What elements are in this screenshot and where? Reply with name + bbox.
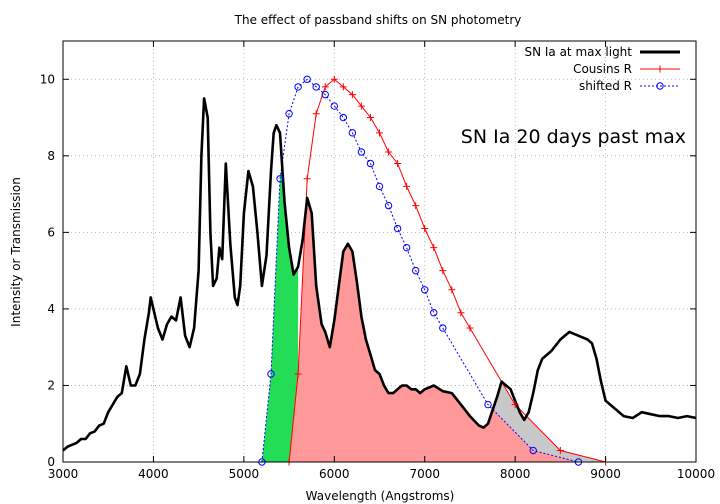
shifted-point [384, 201, 393, 210]
shifted-point [484, 400, 492, 409]
y-tick-label: 4 [47, 302, 55, 316]
x-tick-label: 10000 [677, 467, 715, 481]
shifted-point [439, 324, 447, 332]
shifted-point [285, 110, 293, 118]
cousins-point [312, 110, 320, 118]
series-line-spectrum [62, 97, 697, 452]
legend-label-shifted: shifted R [579, 79, 632, 93]
y-tick-label: 2 [47, 378, 55, 392]
x-tick-label: 8000 [500, 467, 531, 481]
y-tick-label: 10 [40, 72, 55, 86]
shifted-point [421, 286, 429, 294]
x-axis-label: Wavelength (Angstroms) [306, 489, 455, 503]
legend: SN Ia at max light Cousins R shifted R [524, 45, 680, 93]
cousins-point [321, 83, 329, 91]
plot-frame [62, 40, 697, 463]
shifted-point [303, 75, 311, 83]
shifted-point [321, 90, 329, 99]
cousins-point [366, 114, 374, 122]
x-tick-label: 4000 [138, 467, 169, 481]
filled-regions [261, 165, 606, 463]
y-tick-label: 0 [47, 455, 55, 469]
cousins-point [294, 370, 302, 378]
cousins-point [385, 148, 393, 156]
x-tick-label: 9000 [590, 467, 621, 481]
cousins-point [511, 401, 519, 409]
shifted-point [357, 148, 366, 156]
shifted-point [375, 182, 384, 191]
legend-label-spectrum: SN Ia at max light [524, 45, 632, 59]
shifted-point [411, 266, 420, 275]
legend-marker-cousins [656, 65, 664, 73]
shifted-point [430, 309, 438, 317]
shifted-point [294, 83, 302, 91]
cousins-point [357, 102, 365, 110]
cousins-point [448, 286, 456, 294]
cousins-point [303, 175, 311, 183]
annotation-text: SN Ia 20 days past max [461, 126, 686, 148]
shifted-point [402, 243, 411, 252]
shifted-point [312, 83, 320, 91]
shifted-point [348, 129, 357, 137]
cousins-point [466, 324, 474, 332]
cousins-point [430, 244, 438, 252]
chart-title: The effect of passband shifts on SN phot… [234, 13, 522, 27]
cousins-point [421, 225, 429, 233]
shifted-point [529, 446, 537, 455]
cousins-point [339, 83, 347, 91]
y-tick-label: 6 [47, 225, 55, 239]
x-tick-label: 3000 [48, 467, 79, 481]
x-tick-label: 7000 [409, 467, 440, 481]
shifted-point [330, 102, 338, 110]
y-tick-label: 8 [47, 149, 55, 163]
cousins-point [457, 309, 465, 317]
shifted-point [393, 224, 402, 233]
lost-flux-area [469, 381, 606, 462]
x-tick-label: 5000 [229, 467, 260, 481]
legend-cross-glyph [656, 65, 664, 73]
shifted-point [276, 175, 284, 183]
shifted-point [339, 113, 348, 122]
shifted-point [366, 159, 375, 168]
cousins-point [556, 447, 564, 455]
cousins-point [330, 75, 338, 83]
cousins-band-area [289, 197, 606, 462]
cousins-point [403, 182, 411, 190]
cousins-point [348, 91, 356, 99]
legend-marker-shifted [656, 82, 664, 90]
axis-ticks: 3000 4000 5000 6000 7000 8000 9000 10000 0 2 4 6 8 10 [40, 41, 715, 481]
x-tick-label: 6000 [319, 467, 350, 481]
cousins-point [439, 267, 447, 275]
gained-flux-area [261, 165, 299, 463]
cousins-point [412, 202, 420, 210]
cousins-point [394, 159, 402, 167]
y-axis-label: Intensity or Transmission [9, 177, 23, 327]
cousins-point [376, 129, 383, 137]
shifted-point [267, 370, 275, 378]
legend-label-cousins: Cousins R [573, 62, 632, 76]
